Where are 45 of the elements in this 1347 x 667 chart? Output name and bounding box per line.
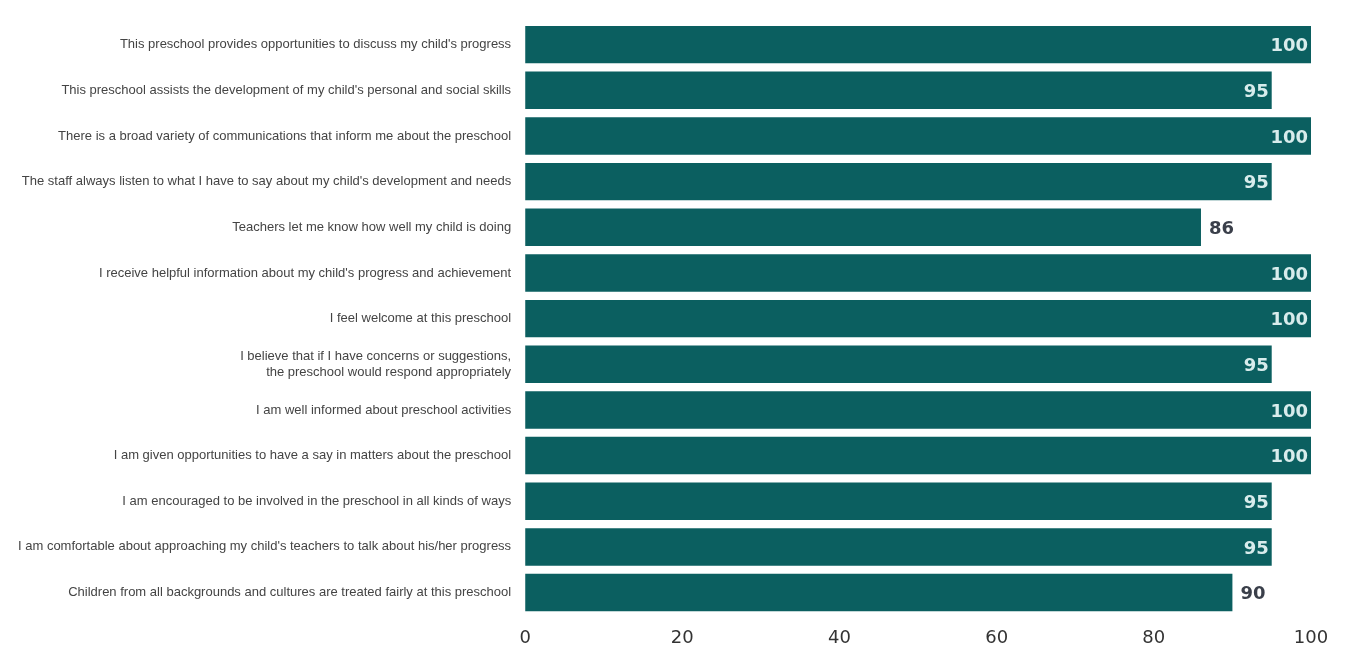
data-label: 100 (1270, 125, 1308, 147)
data-label: 100 (1270, 445, 1308, 467)
x-tick-label: 0 (519, 625, 531, 647)
y-tick-label: This preschool provides opportunities to discuss my child's progress (119, 36, 512, 52)
data-label: 90 (1240, 582, 1266, 604)
bar (525, 208, 1201, 246)
data-label: 95 (1243, 490, 1269, 512)
y-tick-label: The staff always listen to what I have to say about my child's development and needs (21, 173, 512, 189)
y-tick-label: I believe that if I have concerns or suggestions, the preschool would respond appropriately (240, 348, 512, 379)
bar (525, 391, 1311, 429)
data-label: 100 (1270, 308, 1308, 330)
data-label: 95 (1243, 536, 1269, 558)
y-tick-label: Children from all backgrounds and cultures are treated fairly at this preschool (68, 584, 512, 600)
y-tick-label: I am encouraged to be involved in the preschool in all kinds of ways (122, 492, 512, 508)
bar (525, 162, 1272, 201)
data-label: 95 (1243, 353, 1269, 375)
bar (525, 117, 1311, 155)
bar (525, 71, 1272, 110)
y-tick-label: This preschool assists the development of my child's personal and social skills (61, 81, 512, 97)
bar (525, 254, 1311, 292)
y-tick-label: I feel welcome at this preschool (329, 310, 512, 326)
y-tick-label: I am comfortable about approaching my child's teachers to talk about his/her progress (17, 538, 512, 554)
data-label: 100 (1270, 34, 1308, 56)
bar (525, 345, 1272, 383)
y-tick-label: I am given opportunities to have a say in matters about the preschool (113, 447, 512, 463)
x-tick-label: 40 (828, 625, 851, 647)
bar (525, 25, 1311, 64)
bar (525, 573, 1233, 612)
data-label: 95 (1243, 171, 1269, 193)
x-tick-label: 100 (1293, 625, 1329, 647)
bar (525, 436, 1311, 475)
data-label: 86 (1208, 216, 1235, 238)
bar (525, 528, 1272, 566)
data-label: 100 (1270, 399, 1308, 421)
data-label: 95 (1243, 79, 1269, 101)
x-tick-label: 60 (985, 625, 1009, 647)
y-tick-label: There is a broad variety of communications that inform me about the preschool (58, 127, 512, 143)
x-tick-label: 20 (670, 625, 694, 647)
x-tick-label: 80 (1142, 625, 1166, 647)
y-tick-label: I receive helpful information about my child's progress and achievement (98, 264, 512, 280)
data-label: 100 (1270, 262, 1308, 284)
y-tick-label: Teachers let me know how well my child is doing (232, 218, 512, 234)
bar (525, 299, 1311, 338)
bar (525, 482, 1272, 520)
y-tick-label: I am well informed about preschool activities (256, 401, 512, 417)
